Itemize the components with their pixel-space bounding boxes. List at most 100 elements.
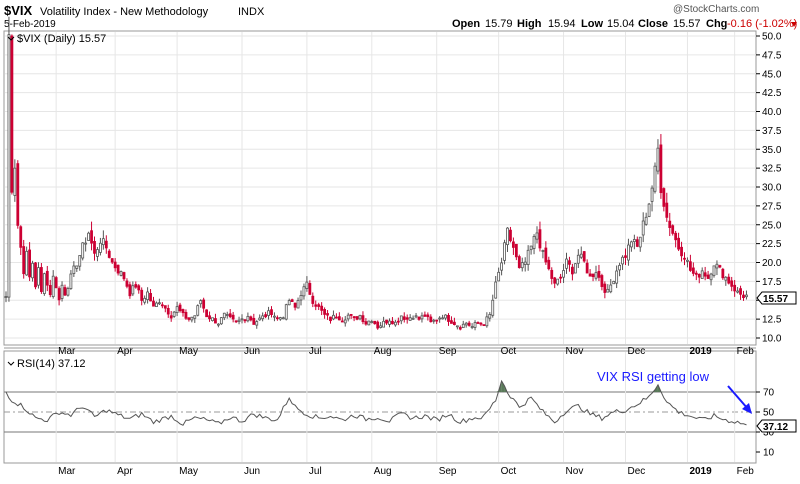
chg-value: -0.16 (-1.02%): [727, 18, 797, 30]
price-candle-body: [532, 236, 536, 249]
price-candle-body: [7, 34, 11, 298]
price-candle-body: [10, 35, 14, 193]
price-candle-body: [343, 319, 347, 324]
price-candle-body: [745, 294, 748, 298]
price-candle-body: [730, 280, 734, 287]
price-candle-body: [405, 317, 409, 320]
price-candle-body: [464, 322, 468, 326]
price-candle-body: [149, 293, 152, 302]
price-candle-body: [284, 304, 288, 320]
price-candle-body: [48, 285, 52, 296]
price-candle-body: [140, 289, 144, 301]
price-candle-body: [87, 232, 90, 241]
chg-label: Chg: [706, 18, 727, 30]
rsi-series: [5, 379, 747, 426]
rsi-y-tick-label: 50: [763, 408, 775, 419]
price-candle-body: [152, 300, 155, 307]
price-candle-body: [662, 188, 666, 207]
price-candle-body: [22, 246, 26, 275]
price-candle-body: [216, 323, 220, 326]
rsi-x-tick-label: 2019: [689, 466, 712, 477]
price-candle-body: [585, 262, 589, 274]
price-candle-body: [125, 280, 129, 287]
price-candle-body: [429, 316, 433, 323]
price-candle-body: [399, 315, 403, 322]
price-candle-body: [305, 281, 309, 289]
price-candle-body: [60, 284, 64, 299]
price-candle-body: [16, 163, 20, 226]
price-candle-body: [379, 325, 383, 328]
price-y-tick-label: 40.0: [762, 107, 782, 118]
price-candle-body: [364, 321, 368, 325]
rsi-x-tick-label: Aug: [374, 466, 392, 477]
price-candle-body: [668, 220, 672, 228]
chart-symbol: $VIX: [4, 3, 33, 18]
price-candle-body: [733, 284, 737, 292]
price-candle-body: [573, 263, 577, 274]
open-label: Open: [452, 18, 480, 30]
price-candle-body: [340, 320, 344, 323]
price-candle-body: [432, 319, 436, 322]
price-candle-body: [202, 299, 206, 309]
price-candle-body: [178, 304, 182, 312]
price-candle-body: [314, 304, 318, 307]
price-candle-body: [683, 257, 686, 260]
rsi-y-tick-label: 10: [763, 448, 775, 459]
price-candle-body: [388, 320, 391, 325]
price-candle-body: [299, 295, 303, 301]
price-candle-body: [146, 291, 150, 300]
price-candle-body: [255, 321, 259, 326]
price-candle-body: [90, 230, 93, 244]
price-candle-body: [93, 241, 96, 254]
price-candle-body: [175, 306, 179, 313]
price-candle-body: [208, 315, 211, 320]
price-candle-body: [600, 275, 604, 287]
price-candle-body: [40, 267, 43, 292]
price-candle-body: [588, 273, 592, 277]
price-candle-body: [13, 167, 17, 196]
price-candle-body: [302, 286, 306, 297]
price-candle-body: [246, 315, 250, 322]
price-candle-body: [630, 241, 633, 248]
price-candle-body: [697, 273, 701, 278]
price-candle-body: [308, 283, 312, 295]
price-x-tick-label: Jul: [309, 346, 322, 357]
low-value: 15.04: [607, 18, 635, 30]
price-candle-body: [638, 236, 642, 248]
price-candle-body: [411, 317, 415, 320]
price-candle-body: [311, 295, 315, 304]
price-candle-body: [591, 273, 595, 278]
price-candle-body: [677, 237, 680, 250]
price-candle-body: [559, 276, 562, 279]
price-candle-body: [603, 283, 607, 293]
price-candle-body: [275, 317, 279, 320]
rsi-last-value-text: 37.12: [763, 422, 788, 433]
price-candle-body: [96, 249, 99, 257]
price-candle-body: [107, 250, 111, 258]
price-candle-body: [72, 265, 76, 274]
price-y-tick-label: 32.5: [762, 164, 782, 175]
price-candle-body: [550, 269, 554, 279]
rsi-legend: RSI(14) 37.12: [7, 358, 85, 370]
price-candle-body: [187, 317, 191, 320]
rsi-x-tick-label: Apr: [117, 466, 133, 477]
price-candle-body: [579, 253, 583, 258]
price-candle-body: [373, 320, 377, 325]
price-candle-body: [553, 277, 557, 284]
price-candle-body: [467, 322, 471, 326]
price-candle-body: [361, 315, 365, 323]
rsi-x-tick-label: Mar: [58, 466, 76, 477]
price-candle-body: [470, 326, 474, 328]
rsi-y-tick-label: 30: [763, 428, 775, 439]
price-candle-body: [119, 271, 123, 276]
price-candle-body: [385, 319, 388, 324]
price-candle-body: [582, 251, 586, 262]
price-candle-body: [31, 262, 34, 279]
price-candle-body: [81, 242, 85, 259]
price-candle-body: [258, 317, 262, 321]
price-x-tick-label: Apr: [117, 346, 133, 357]
price-y-tick-label: 22.5: [762, 239, 782, 250]
price-x-tick-label: Aug: [374, 346, 392, 357]
price-candle-body: [337, 316, 341, 321]
price-candle-body: [293, 302, 297, 308]
